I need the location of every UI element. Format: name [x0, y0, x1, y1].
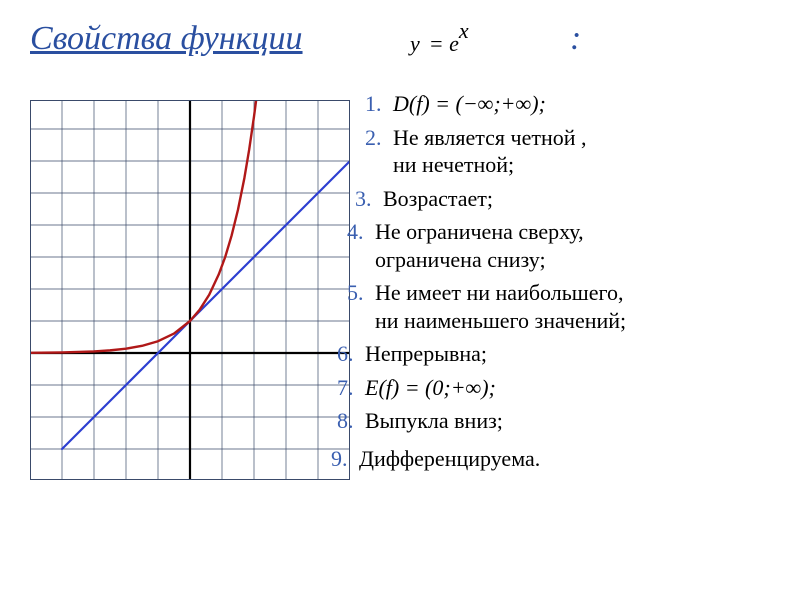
- list-item: 2. Не является четной , ни нечетной;: [365, 124, 785, 179]
- formula-rhs-base: e: [449, 31, 459, 56]
- item-formula: E(f) = (0;+∞);: [365, 374, 496, 402]
- list-item: 5. Не имеет ни наибольшего, ни наименьше…: [347, 279, 785, 334]
- equals-sign: =: [429, 31, 449, 56]
- item-number: 8.: [337, 407, 365, 435]
- title-formula: y = ex: [410, 18, 469, 60]
- function-chart: [30, 100, 350, 480]
- formula-rhs-exp: x: [459, 18, 469, 43]
- item-formula: D(f) = (−∞;+∞);: [393, 90, 546, 118]
- item-text: Выпукла вниз;: [365, 407, 503, 435]
- item-text: Дифференцируема.: [359, 445, 540, 473]
- list-item: 4. Не ограничена сверху, ограничена сниз…: [347, 218, 785, 273]
- item-text: Возрастает;: [383, 185, 493, 213]
- list-item: 3. Возрастает;: [355, 185, 785, 213]
- item-number: 1.: [365, 90, 393, 118]
- item-number: 2.: [365, 124, 393, 152]
- list-item: 9. Дифференцируема.: [331, 445, 785, 473]
- item-text: Не ограничена сверху, ограничена снизу;: [375, 218, 584, 273]
- list-item: 6. Непрерывна;: [337, 340, 785, 368]
- item-number: 5.: [347, 279, 375, 307]
- list-item: 1. D(f) = (−∞;+∞);: [365, 90, 785, 118]
- title-colon: :: [570, 20, 581, 58]
- item-number: 9.: [331, 445, 359, 473]
- list-item: 8. Выпукла вниз;: [337, 407, 785, 435]
- item-text: Непрерывна;: [365, 340, 487, 368]
- item-number: 6.: [337, 340, 365, 368]
- item-text: Не является четной , ни нечетной;: [393, 124, 587, 179]
- item-number: 3.: [355, 185, 383, 213]
- formula-lhs: y: [410, 31, 420, 56]
- item-text: Не имеет ни наибольшего, ни наименьшего …: [375, 279, 626, 334]
- page-title: Свойства функции: [30, 20, 303, 58]
- slide-page: Свойства функции y = ex : 1. D(f) = (−∞;…: [0, 0, 800, 600]
- properties-list: 1. D(f) = (−∞;+∞); 2. Не является четной…: [365, 90, 785, 478]
- item-number: 7.: [337, 374, 365, 402]
- chart-svg: [30, 100, 350, 480]
- list-item: 7. E(f) = (0;+∞);: [337, 374, 785, 402]
- item-number: 4.: [347, 218, 375, 246]
